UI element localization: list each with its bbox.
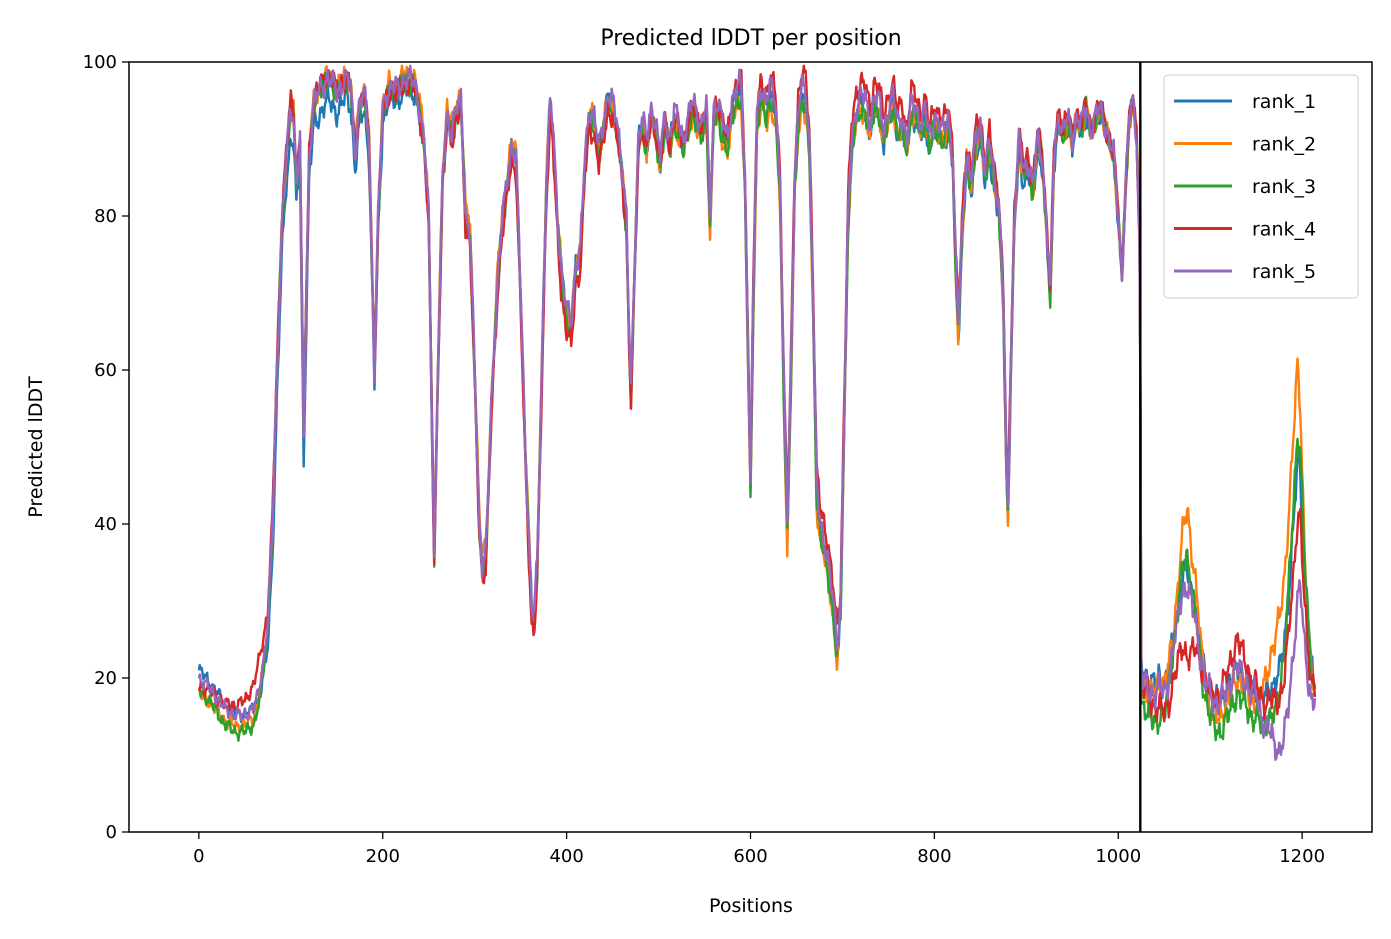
x-tick-label: 1000 bbox=[1095, 846, 1141, 867]
plot-area bbox=[128, 61, 1373, 833]
legend-label-rank_1: rank_1 bbox=[1252, 91, 1316, 113]
y-axis-label: Predicted lDDT bbox=[25, 376, 47, 518]
y-tick-label: 60 bbox=[94, 360, 117, 381]
x-tick-label: 400 bbox=[549, 846, 583, 867]
x-tick-label: 1200 bbox=[1279, 846, 1325, 867]
x-tick-label: 200 bbox=[366, 846, 400, 867]
x-axis: 0 200 400 600 800 1000 1200 bbox=[193, 832, 1325, 867]
y-tick-label: 100 bbox=[83, 52, 117, 73]
legend-label-rank_3: rank_3 bbox=[1252, 176, 1316, 198]
y-tick-label: 20 bbox=[94, 668, 117, 689]
y-tick-label: 0 bbox=[106, 822, 117, 843]
chart-title: Predicted lDDT per position bbox=[600, 26, 901, 51]
x-tick-label: 0 bbox=[193, 846, 204, 867]
legend-label-rank_5: rank_5 bbox=[1252, 261, 1316, 283]
y-tick-label: 40 bbox=[94, 514, 117, 535]
legend-box bbox=[1163, 74, 1359, 299]
x-tick-label: 600 bbox=[733, 846, 767, 867]
legend: rank_1 rank_2 rank_3 rank_4 rank_5 bbox=[1163, 74, 1359, 299]
legend-label-rank_4: rank_4 bbox=[1252, 219, 1316, 241]
series-group bbox=[197, 64, 1317, 761]
y-tick-label: 80 bbox=[94, 206, 117, 227]
x-tick-label: 800 bbox=[917, 846, 951, 867]
legend-label-rank_2: rank_2 bbox=[1252, 134, 1316, 156]
series-line-rank_5 bbox=[197, 64, 1317, 761]
x-axis-label: Positions bbox=[709, 895, 793, 917]
y-axis: 0 20 40 60 80 100 bbox=[83, 52, 129, 843]
